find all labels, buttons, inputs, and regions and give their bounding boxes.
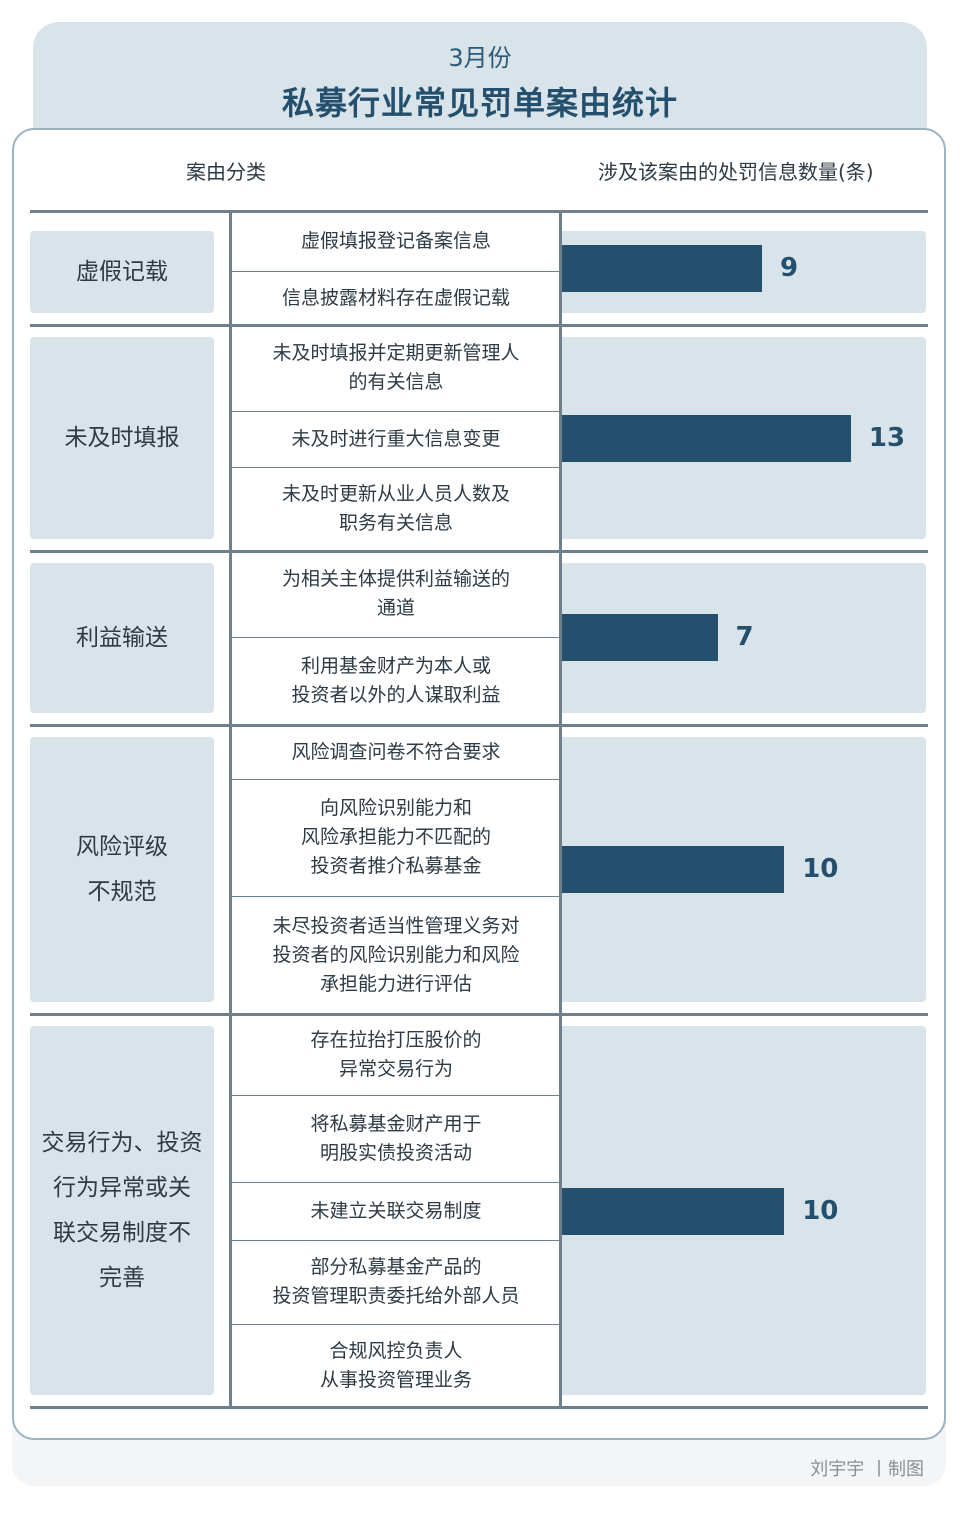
count-column-header: 涉及该案由的处罚信息数量(条): [598, 160, 874, 184]
row-separator: [232, 1240, 560, 1241]
reason-cell: 将私募基金财产用于 明股实债投资活动: [310, 1112, 482, 1164]
bar: [562, 1188, 785, 1235]
bar-value-label: 7: [735, 622, 754, 652]
reason-cell: 合规风控负责人 从事投资管理业务: [319, 1339, 472, 1391]
category-box: 虚假记载: [30, 231, 214, 313]
row-separator: [232, 467, 560, 468]
row-separator: [232, 1095, 560, 1096]
bar-value-label: 10: [802, 854, 839, 884]
bar-value-label: 10: [802, 1196, 839, 1226]
category-box: 交易行为、投资 行为异常或关 联交易制度不 完善: [30, 1026, 214, 1395]
reason-cell: 未建立关联交易制度: [310, 1199, 482, 1222]
reason-cell: 信息披露材料存在虚假记载: [281, 286, 510, 309]
category-box: 未及时填报: [30, 337, 214, 539]
category-box: 风险评级 不规范: [30, 737, 214, 1002]
reason-cell: 存在拉抬打压股价的 异常交易行为: [310, 1028, 482, 1080]
chart-title: 私募行业常见罚单案由统计: [281, 84, 678, 122]
reason-cell: 未及时进行重大信息变更: [291, 427, 501, 450]
bar-value-label: 13: [868, 423, 906, 453]
reason-cell: 未尽投资者适当性管理义务对 投资者的风险识别能力和风险 承担能力进行评估: [272, 914, 520, 995]
reason-cell: 向风险识别能力和 风险承担能力不匹配的 投资者推介私募基金: [300, 797, 491, 877]
table-top-line: [30, 210, 928, 213]
row-separator: [232, 1324, 560, 1325]
category-column-header: 案由分类: [186, 160, 266, 184]
bar: [562, 846, 785, 893]
column-divider-left: [229, 212, 232, 1407]
group-separator-line: [30, 550, 928, 553]
group-separator-line: [30, 324, 928, 327]
row-separator: [232, 779, 560, 780]
credit: 刘宇宇 丨制图: [810, 1459, 924, 1480]
reason-cell: 虚假填报登记备案信息: [300, 230, 491, 252]
reason-cell: 利用基金财产为本人或 投资者以外的人谋取利益: [291, 655, 501, 706]
row-separator: [232, 271, 560, 272]
chart-subtitle: 3月份: [448, 44, 512, 72]
row-separator: [232, 637, 560, 638]
bar: [562, 245, 762, 292]
category-box: 利益输送: [30, 563, 214, 713]
row-separator: [232, 896, 560, 897]
reason-cell: 未及时填报并定期更新管理人 的有关信息: [272, 342, 520, 393]
bar-value-label: 9: [780, 253, 799, 283]
reason-cell: 风险调查问卷不符合要求: [291, 740, 501, 763]
reason-cell: 为相关主体提供利益输送的 通道: [281, 568, 510, 619]
bar: [562, 415, 851, 462]
reason-cell: 部分私募基金产品的 投资管理职责委托给外部人员: [272, 1256, 520, 1307]
row-separator: [232, 411, 560, 412]
reason-cell: 未及时更新从业人员人数及 职务有关信息: [281, 483, 510, 534]
row-separator: [232, 1182, 560, 1183]
group-separator-line: [30, 1013, 928, 1016]
column-divider-right: [559, 212, 562, 1407]
group-separator-line: [30, 724, 928, 727]
bar: [562, 614, 718, 661]
group-separator-line: [30, 1406, 928, 1409]
